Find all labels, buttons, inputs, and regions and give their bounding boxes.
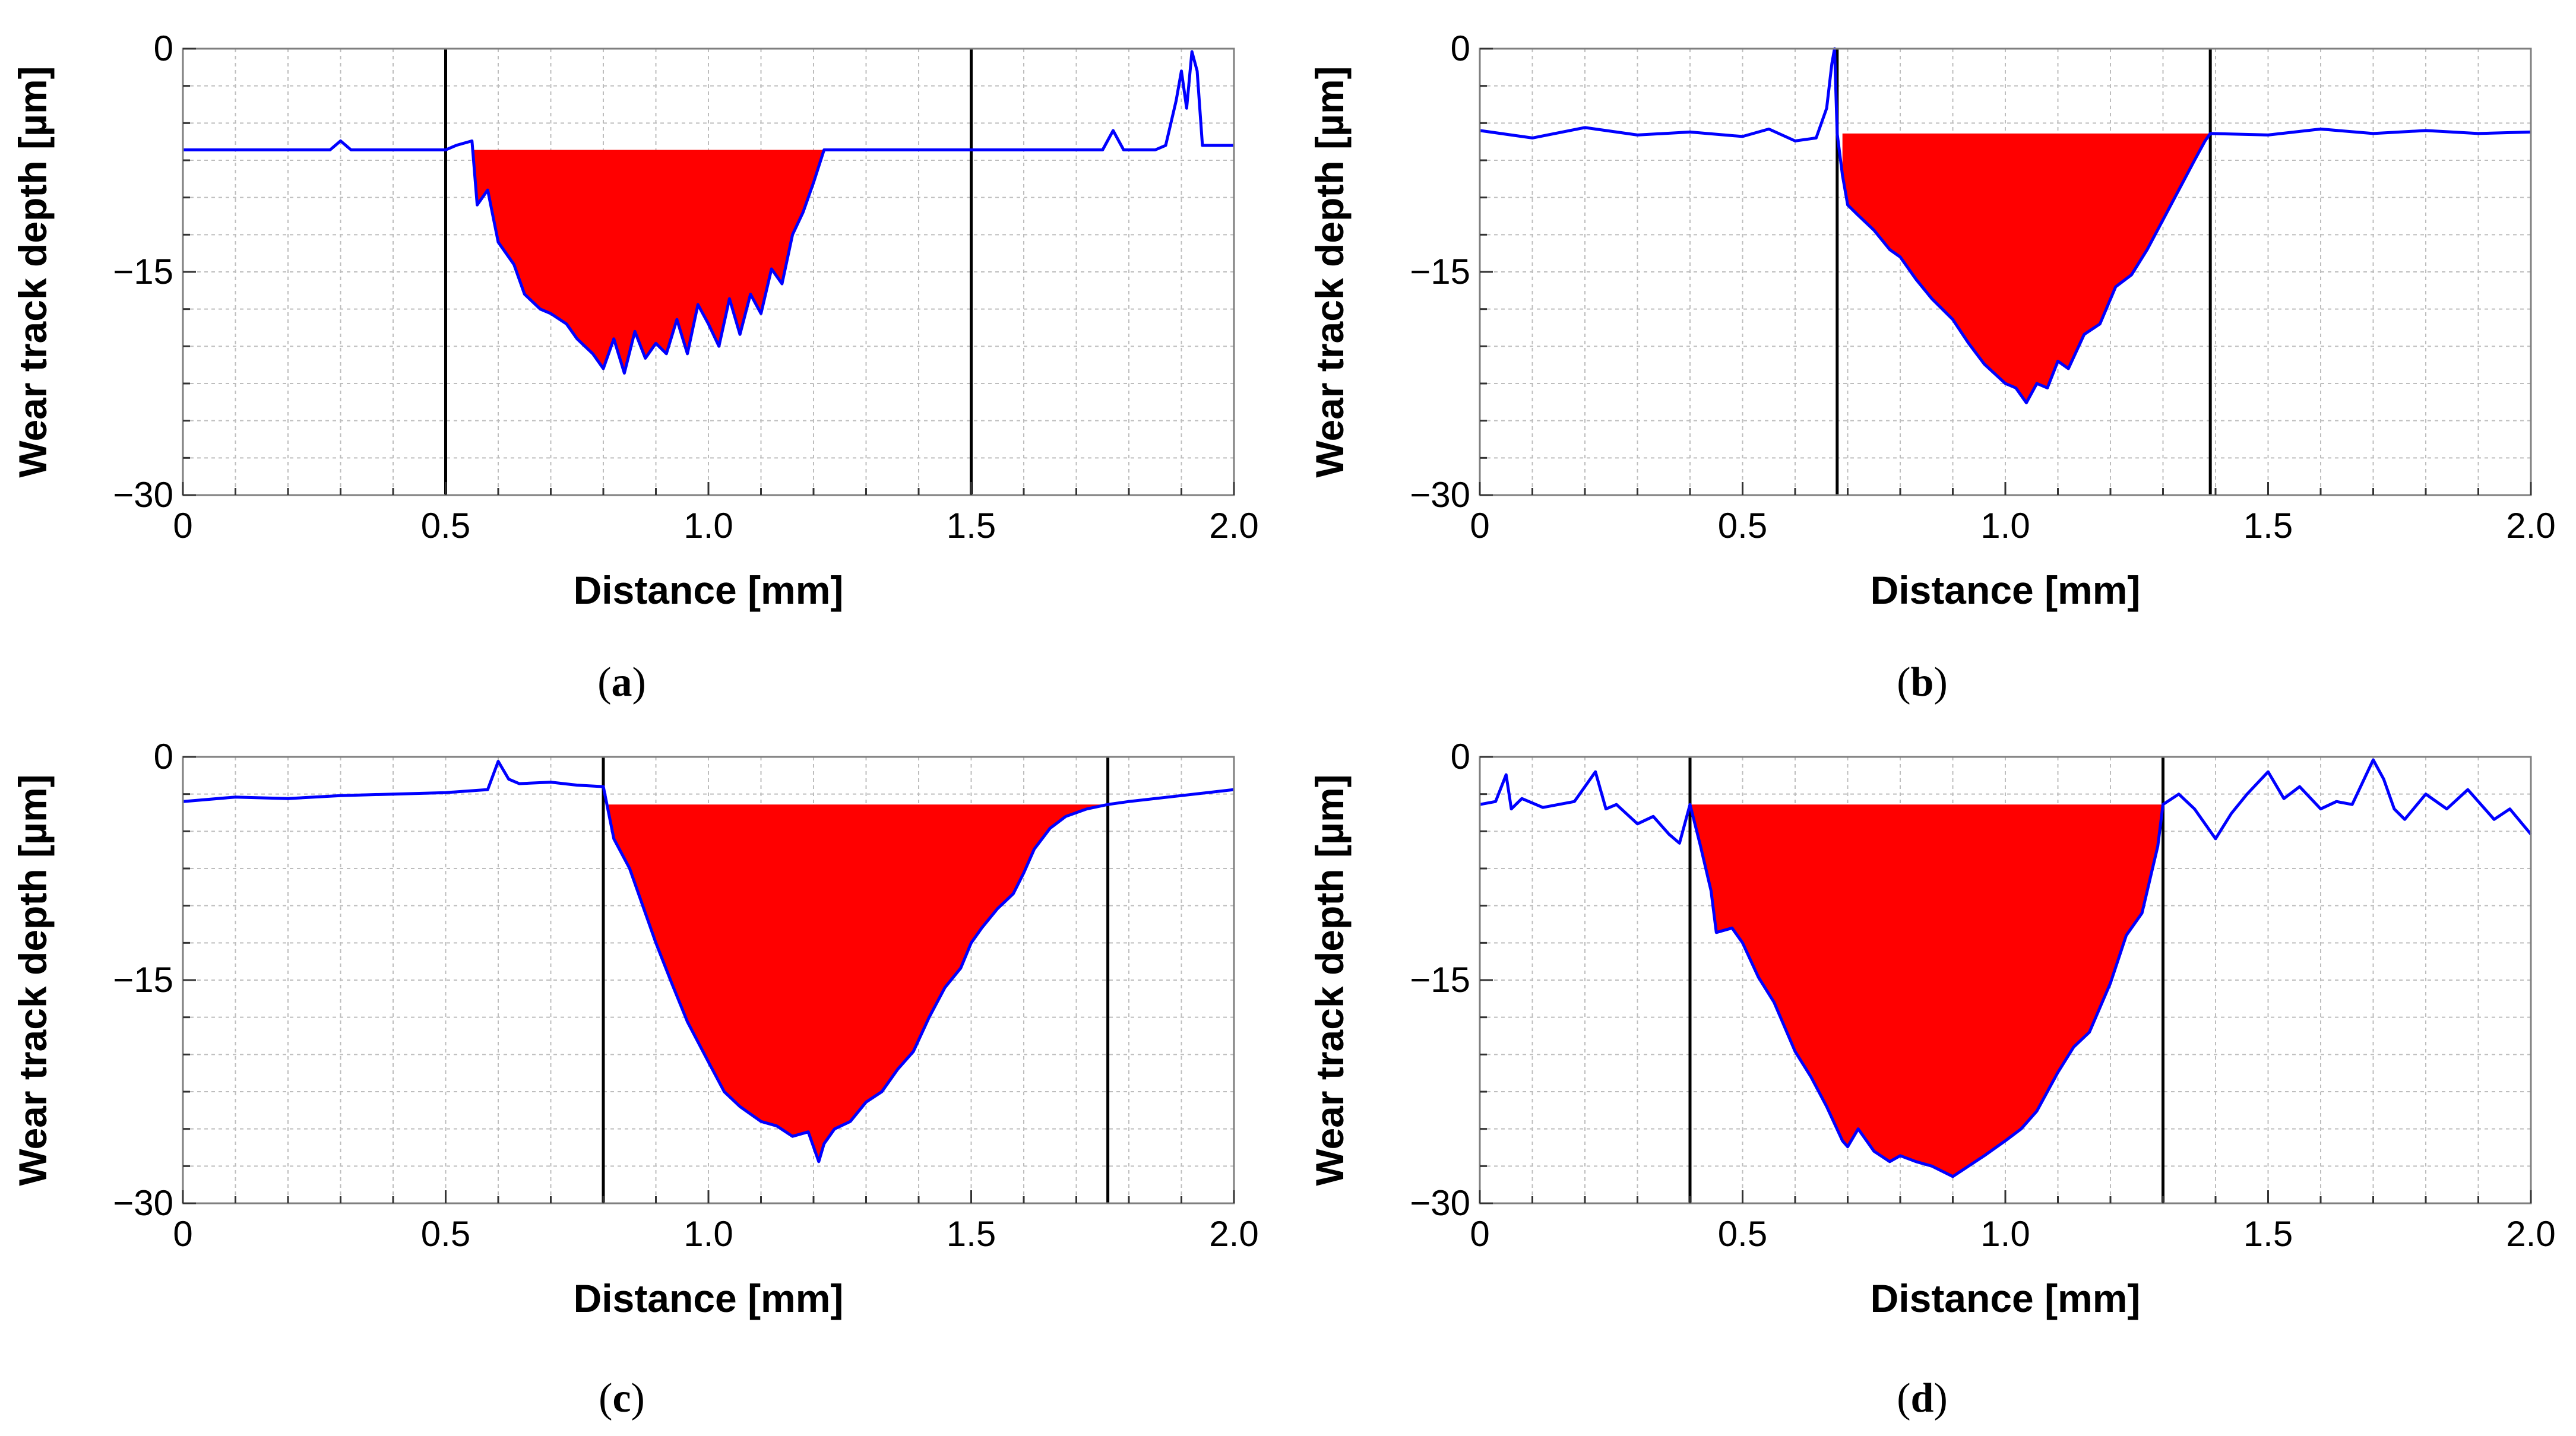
x-tick-label: 2.0 [1209,1214,1258,1254]
wear-area [608,804,1108,1162]
y-tick-label: −30 [1410,475,1470,515]
panel-label: (b) [1897,660,1948,705]
x-tick-label: 0 [173,1214,192,1254]
x-tick-label: 0 [1470,506,1489,546]
x-tick-label: 1.0 [683,1214,733,1254]
x-tick-label: 2.0 [2506,506,2555,546]
y-tick-label: −30 [113,475,173,515]
y-axis-title: Wear track depth [µm] [1308,66,1352,477]
x-axis-title: Distance [mm] [574,1276,844,1320]
wear-area [1690,804,2163,1177]
panel-label-paren: ( [597,660,611,705]
y-tick-label: 0 [154,28,173,68]
panel-label-letter: b [1911,660,1934,705]
panel-label-letter: c [612,1375,631,1421]
x-tick-label: 2.0 [1209,506,1258,546]
y-tick-label: −15 [1410,252,1470,291]
chart-panel-c: 0 0.5 1.0 1.5 2.0 0 −15 −30 Distance [mm] Wear tr… [11,737,1259,1421]
chart-panel-a: 0 0.5 1.0 1.5 2.0 0 −15 −30 Distance [mm] Wear tr… [11,28,1259,705]
y-tick-label: −15 [1410,960,1470,1000]
x-axis-title: Distance [mm] [574,568,844,612]
x-tick-label: 2.0 [2506,1214,2555,1254]
profile-line [183,50,1234,375]
panel-label: (c) [599,1375,645,1421]
x-axis-title: Distance [mm] [1871,568,2141,612]
y-tick-label: −30 [1410,1183,1470,1223]
panel-label-paren: ) [1933,660,1947,705]
grid [1480,49,2531,495]
x-tick-label: 0.5 [1718,506,1767,546]
panel-label-paren: ( [599,1375,612,1421]
x-tick-label: 1.5 [2243,506,2293,546]
y-axis-title: Wear track depth [µm] [11,774,55,1185]
profile-line [1479,758,2532,1178]
x-tick-label: 0.5 [421,506,470,546]
chart-panel-b: 0 0.5 1.0 1.5 2.0 0 −15 −30 Distance [mm] Wear tr… [1308,28,2556,705]
chart-panel-d: 0 0.5 1.0 1.5 2.0 0 −15 −30 Distance [mm] Wear tr… [1308,737,2556,1421]
y-tick-label: −30 [113,1183,173,1223]
panel-label: (a) [597,660,646,705]
panel-label-paren: ( [1897,1375,1910,1421]
x-tick-label: 0.5 [1718,1214,1767,1254]
y-tick-label: 0 [1451,28,1470,68]
y-tick-label: 0 [154,737,173,776]
panel-label-letter: d [1911,1375,1934,1421]
panel-label-paren: ) [631,1375,645,1421]
wear-area [1842,133,2211,403]
x-axis-title: Distance [mm] [1871,1276,2141,1320]
x-tick-label: 1.5 [947,1214,996,1254]
x-tick-label: 0 [1470,1214,1489,1254]
y-tick-label: −15 [113,252,173,291]
panel-label-paren: ) [1933,1375,1947,1421]
x-tick-label: 1.0 [1980,1214,2030,1254]
x-tick-label: 1.0 [683,506,733,546]
x-tick-label: 0.5 [421,1214,470,1254]
y-tick-label: −15 [113,960,173,1000]
profile-line [1479,47,2531,405]
x-tick-label: 0 [173,506,192,546]
panel-label-paren: ( [1897,660,1910,705]
y-axis-title: Wear track depth [µm] [11,66,55,477]
profile-line [182,760,1235,1164]
panel-label: (d) [1897,1375,1948,1421]
x-tick-label: 1.5 [947,506,996,546]
panel-label-letter: a [612,660,632,705]
x-tick-label: 1.5 [2243,1214,2293,1254]
panel-label-paren: ) [632,660,646,705]
y-tick-label: 0 [1451,737,1470,776]
x-tick-label: 1.0 [1980,506,2030,546]
y-axis-title: Wear track depth [µm] [1308,774,1352,1185]
